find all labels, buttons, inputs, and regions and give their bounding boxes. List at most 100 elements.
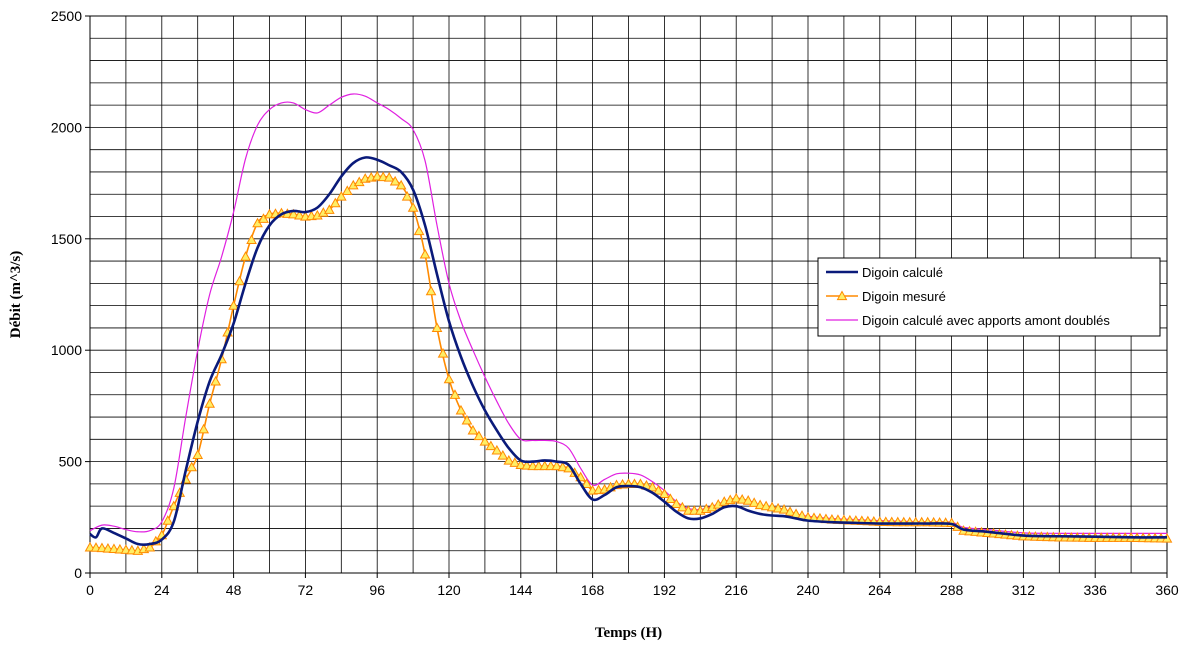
data-point-marker (407, 202, 419, 212)
data-point-marker (335, 190, 347, 201)
x-tick-label: 312 (1012, 582, 1036, 598)
data-point-marker (659, 488, 670, 499)
data-point-marker (449, 389, 461, 399)
x-tick-label: 336 (1084, 582, 1108, 598)
x-tick-label: 264 (868, 582, 892, 598)
data-point-marker (186, 461, 198, 472)
data-point-marker (246, 234, 257, 245)
x-tick-label: 144 (509, 582, 533, 598)
data-point-marker (413, 225, 425, 236)
data-point-marker (162, 515, 174, 525)
y-tick-label: 2500 (51, 8, 82, 24)
data-point-marker (294, 209, 305, 220)
x-tick-label: 240 (796, 582, 820, 598)
data-point-marker (144, 541, 156, 552)
x-tick-label: 96 (369, 582, 385, 598)
x-tick-label: 216 (725, 582, 749, 598)
y-axis: 0 500 1000 1500 2000 2500 (51, 8, 90, 581)
data-point-marker (754, 499, 766, 510)
data-point-marker (665, 493, 676, 504)
data-point-marker (240, 251, 251, 261)
data-point-marker (455, 404, 467, 415)
data-point-marker (443, 373, 455, 384)
data-point-marker (671, 498, 682, 509)
plot-area-frame (89, 15, 1168, 574)
data-point-marker (766, 501, 778, 512)
x-axis: 0 24 48 72 96 120 144 168 192 216 240 264 288 312 336 3… (86, 573, 1179, 598)
data-point-marker (479, 436, 491, 446)
data-point-marker (581, 478, 592, 488)
legend: Digoin calculé Digoin mesuré Digoin calcul… (817, 257, 1161, 337)
data-point-marker (736, 493, 748, 504)
data-point-marker (485, 440, 497, 451)
legend-label: Digoin mesuré (862, 289, 946, 304)
data-point-marker (497, 449, 509, 460)
x-axis-title: Temps (H) (595, 625, 662, 641)
series-0 (89, 156, 1168, 546)
x-tick-label: 24 (154, 582, 170, 598)
data-point-marker (760, 500, 772, 511)
legend-label: Digoin calculé avec apports amont doublé… (862, 313, 1110, 328)
data-point-marker (431, 322, 443, 333)
x-tick-label: 72 (298, 582, 314, 598)
data-point-marker (234, 275, 245, 286)
data-point-marker (329, 197, 341, 208)
data-point-marker (784, 506, 796, 516)
y-tick-label: 1500 (51, 231, 82, 247)
data-point-marker (395, 179, 407, 190)
data-point-marker (515, 459, 527, 470)
y-tick-label: 1000 (51, 342, 82, 358)
x-tick-label: 360 (1155, 582, 1179, 598)
data-point-marker (204, 398, 216, 408)
data-point-marker (377, 171, 389, 182)
data-point-marker (96, 542, 108, 553)
y-tick-label: 500 (59, 454, 83, 470)
data-point-marker (383, 172, 395, 182)
data-point-marker (748, 497, 760, 507)
data-point-marker (461, 414, 473, 425)
y-axis-title: Débit (m^3/s) (8, 251, 24, 338)
data-point-marker (114, 543, 126, 554)
data-point-marker (653, 485, 664, 495)
data-point-marker (120, 544, 132, 554)
data-point-marker (419, 248, 431, 259)
x-tick-label: 288 (940, 582, 964, 598)
data-point-marker (192, 449, 204, 460)
data-point-marker (772, 502, 784, 513)
data-point-marker (473, 430, 485, 441)
legend-box (817, 257, 1161, 337)
data-point-marker (730, 492, 742, 503)
data-point-marker (288, 208, 299, 219)
y-tick-label: 2000 (51, 119, 82, 135)
data-point-marker (778, 503, 790, 514)
series-layer (84, 93, 1173, 555)
data-point-marker (647, 481, 658, 492)
x-tick-label: 192 (653, 582, 677, 598)
data-point-marker (210, 375, 221, 386)
data-point-marker (425, 285, 437, 296)
data-point-marker (491, 444, 503, 455)
data-point-marker (108, 543, 120, 554)
data-point-marker (371, 170, 383, 181)
x-tick-label: 120 (437, 582, 461, 598)
data-point-marker (341, 185, 353, 195)
legend-swatch-marker (836, 290, 848, 301)
data-point-marker (503, 454, 515, 465)
x-tick-label: 48 (226, 582, 242, 598)
data-point-marker (198, 423, 210, 434)
data-point-marker (742, 495, 754, 505)
data-point-marker (551, 460, 563, 471)
series-line (89, 156, 1168, 546)
x-tick-label: 168 (581, 582, 605, 598)
data-point-marker (521, 459, 533, 470)
x-tick-label: 0 (86, 582, 94, 598)
data-point-marker (228, 300, 239, 310)
data-point-marker (677, 501, 688, 512)
y-tick-label: 0 (74, 565, 82, 581)
data-point-marker (389, 175, 401, 186)
data-point-marker (401, 190, 413, 201)
data-point-marker (102, 542, 114, 553)
data-point-marker (467, 424, 479, 435)
data-point-marker (168, 500, 180, 511)
